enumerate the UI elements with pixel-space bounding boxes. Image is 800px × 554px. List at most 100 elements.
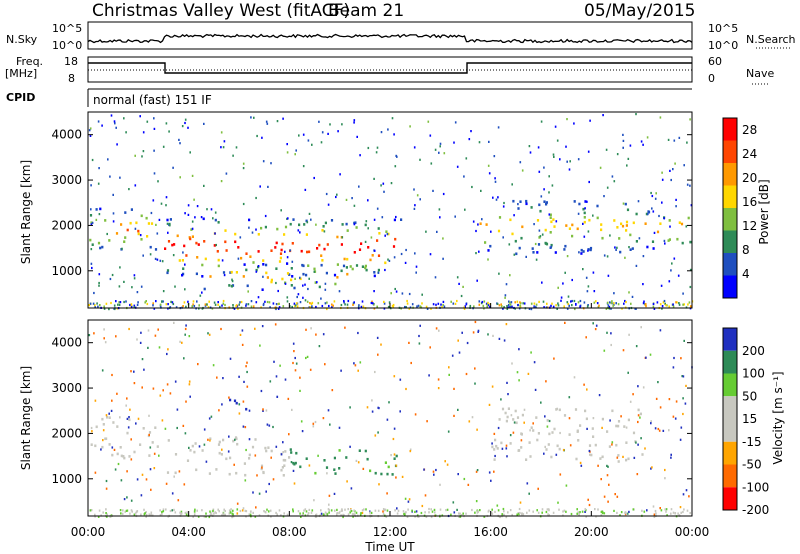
heatmap-cell xyxy=(543,188,545,191)
heatmap-cell xyxy=(590,453,593,457)
heatmap-cell xyxy=(431,510,434,513)
heatmap-cell xyxy=(537,146,540,149)
heatmap-cell xyxy=(180,510,183,513)
heatmap-cell xyxy=(625,512,628,515)
heatmap-cell xyxy=(659,507,661,510)
heatmap-cell xyxy=(119,509,122,512)
heatmap-cell xyxy=(110,409,113,412)
heatmap-cell xyxy=(140,238,143,241)
heatmap-cell xyxy=(417,515,420,518)
heatmap-cell xyxy=(259,185,261,188)
heatmap-cell xyxy=(228,512,231,515)
heatmap-cell xyxy=(543,306,545,309)
heatmap-cell xyxy=(382,512,385,515)
heatmap-cell xyxy=(116,143,118,146)
heatmap-cell xyxy=(514,239,517,243)
heatmap-cell xyxy=(670,456,672,459)
heatmap-cell xyxy=(133,306,135,309)
heatmap-cell xyxy=(286,272,290,275)
heatmap-cell xyxy=(617,303,620,306)
heatmap-cell xyxy=(324,513,326,517)
heatmap-cell xyxy=(555,453,558,456)
heatmap-cell xyxy=(578,513,580,516)
heatmap-cell xyxy=(270,278,273,282)
heatmap-cell xyxy=(595,300,597,303)
heatmap-cell xyxy=(663,239,666,242)
heatmap-cell xyxy=(370,236,373,239)
heatmap-cell xyxy=(546,419,549,422)
heatmap-cell xyxy=(216,250,219,253)
heatmap-cell xyxy=(628,333,630,336)
heatmap-cell xyxy=(294,277,296,280)
heatmap-cell xyxy=(612,304,614,307)
heatmap-cell xyxy=(90,426,93,430)
heatmap-cell xyxy=(406,302,409,305)
heatmap-cell xyxy=(482,304,485,307)
heatmap-cell xyxy=(537,487,539,490)
colorbar-tick-label: -200 xyxy=(742,503,769,517)
heatmap-cell xyxy=(442,257,444,260)
heatmap-cell xyxy=(532,422,534,425)
heatmap-cell xyxy=(189,449,192,452)
heatmap-cell xyxy=(205,460,208,463)
heatmap-cell xyxy=(474,511,476,514)
heatmap-cell xyxy=(182,267,185,270)
heatmap-cell xyxy=(179,176,181,179)
heatmap-cell xyxy=(344,508,346,511)
heatmap-cell xyxy=(530,351,532,354)
heatmap-cell xyxy=(248,453,251,457)
cpid-label: CPID xyxy=(6,91,35,104)
heatmap-cell xyxy=(330,509,333,512)
heatmap-cell xyxy=(577,212,580,215)
heatmap-cell xyxy=(616,495,619,498)
heatmap-cell xyxy=(463,307,466,310)
heatmap-cell xyxy=(347,513,350,516)
colorbar-segment xyxy=(723,373,737,397)
heatmap-cell xyxy=(286,513,289,516)
heatmap-cell xyxy=(509,274,511,277)
heatmap-cell xyxy=(282,474,285,477)
heatmap-cell xyxy=(667,138,670,141)
heatmap-cell xyxy=(518,379,520,382)
heatmap-cell xyxy=(601,236,604,240)
heatmap-cell xyxy=(595,324,598,327)
heatmap-cell xyxy=(129,303,131,307)
heatmap-cell xyxy=(556,139,559,142)
heatmap-cell xyxy=(276,120,279,123)
heatmap-cell xyxy=(622,146,624,149)
heatmap-cell xyxy=(392,437,395,441)
heatmap-cell xyxy=(444,460,446,463)
heatmap-cell xyxy=(175,306,178,309)
heatmap-cell xyxy=(306,221,309,224)
heatmap-cell xyxy=(391,304,394,308)
heatmap-cell xyxy=(162,290,165,293)
heatmap-cell xyxy=(567,302,569,306)
heatmap-cell xyxy=(505,516,508,519)
heatmap-cell xyxy=(589,119,591,122)
heatmap-cell xyxy=(304,299,307,302)
heatmap-cell xyxy=(369,258,372,262)
heatmap-cell xyxy=(686,183,689,186)
heatmap-cell xyxy=(286,217,288,220)
heatmap-cell xyxy=(336,508,338,511)
heatmap-cell xyxy=(668,398,671,401)
heatmap-cell xyxy=(239,333,242,336)
heatmap-cell xyxy=(437,302,440,305)
heatmap-cell xyxy=(238,403,241,406)
heatmap-cell xyxy=(493,155,496,158)
heatmap-cell xyxy=(307,513,309,516)
heatmap-cell xyxy=(528,509,531,512)
heatmap-cell xyxy=(286,256,289,259)
heatmap-cell xyxy=(434,276,437,279)
heatmap-cell xyxy=(506,305,508,308)
heatmap-cell xyxy=(122,509,124,512)
heatmap-cell xyxy=(126,509,129,512)
heatmap-cell xyxy=(594,508,596,511)
heatmap-cell xyxy=(494,180,497,183)
heatmap-cell xyxy=(281,466,284,469)
heatmap-cell xyxy=(533,223,535,226)
heatmap-cell xyxy=(184,121,186,125)
heatmap-cell xyxy=(206,208,208,211)
heatmap-cell xyxy=(204,303,207,306)
heatmap-cell xyxy=(598,304,600,307)
